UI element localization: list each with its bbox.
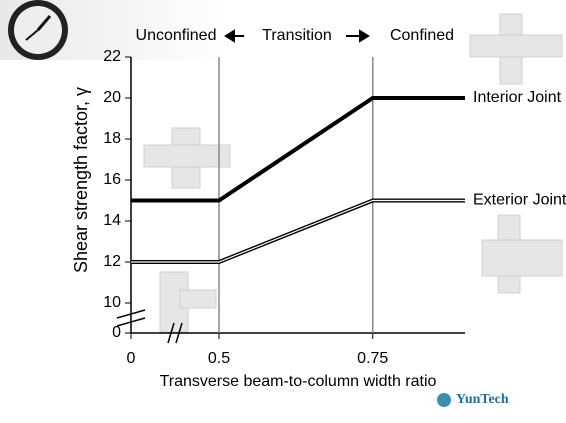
clock-icon <box>8 0 68 60</box>
series-label: Interior Joint <box>473 89 562 106</box>
logo-text: YunTech <box>456 392 509 407</box>
y-tick-label: 14 <box>103 212 121 229</box>
series-line <box>131 201 465 263</box>
x-tick-label: 0.5 <box>208 350 230 367</box>
logo: YunTech <box>437 392 509 407</box>
y-tick-label: 10 <box>103 294 121 311</box>
annotation: Unconfined <box>136 27 217 44</box>
y-tick-label: 22 <box>103 48 121 65</box>
series-label: Exterior Joint <box>473 192 566 209</box>
x-tick-label: 0.75 <box>357 350 388 367</box>
chart: Unconfined Transition Confined Shear str… <box>0 0 566 423</box>
y-tick-label: 20 <box>103 89 121 106</box>
x-axis-label: Transverse beam-to-column width ratio <box>160 373 437 390</box>
y-tick-label: 12 <box>103 253 121 270</box>
y-axis-label: Shear strength factor, γ <box>71 87 91 273</box>
y-tick-label: 0 <box>112 324 121 341</box>
y-tick-label: 18 <box>103 130 121 147</box>
joint-illustration <box>144 14 562 332</box>
page: Unconfined Transition Confined Shear str… <box>0 0 566 423</box>
annotation: Transition <box>262 27 332 44</box>
x-tick-label: 0 <box>127 350 136 367</box>
y-tick-label: 16 <box>103 171 121 188</box>
annotation: Confined <box>390 27 454 44</box>
